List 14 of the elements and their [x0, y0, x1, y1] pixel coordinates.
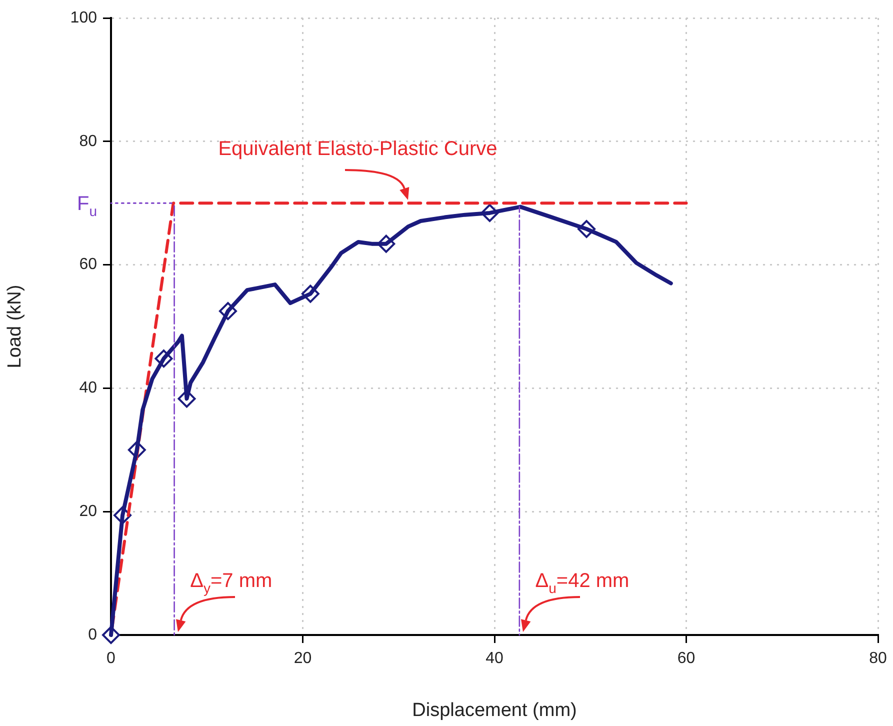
- x-tick-label: 20: [294, 650, 312, 668]
- x-tick-label: 0: [106, 650, 116, 668]
- y-tick-label: 20: [79, 503, 98, 520]
- y-tick-label: 0: [88, 626, 98, 644]
- y-tick-label: 40: [79, 380, 98, 397]
- x-tick-label: 60: [677, 650, 696, 668]
- x-axis-title: Displacement (mm): [412, 700, 577, 721]
- y-tick-label: 60: [79, 256, 98, 274]
- y-tick-label: 80: [79, 132, 98, 150]
- x-tick-label: 80: [869, 650, 887, 668]
- y-tick-label: 100: [70, 9, 98, 26]
- y-axis-title: Load (kN): [4, 284, 26, 368]
- x-tick-label: 40: [486, 650, 504, 668]
- annotation: Equivalent Elasto-Plastic Curve: [218, 138, 498, 160]
